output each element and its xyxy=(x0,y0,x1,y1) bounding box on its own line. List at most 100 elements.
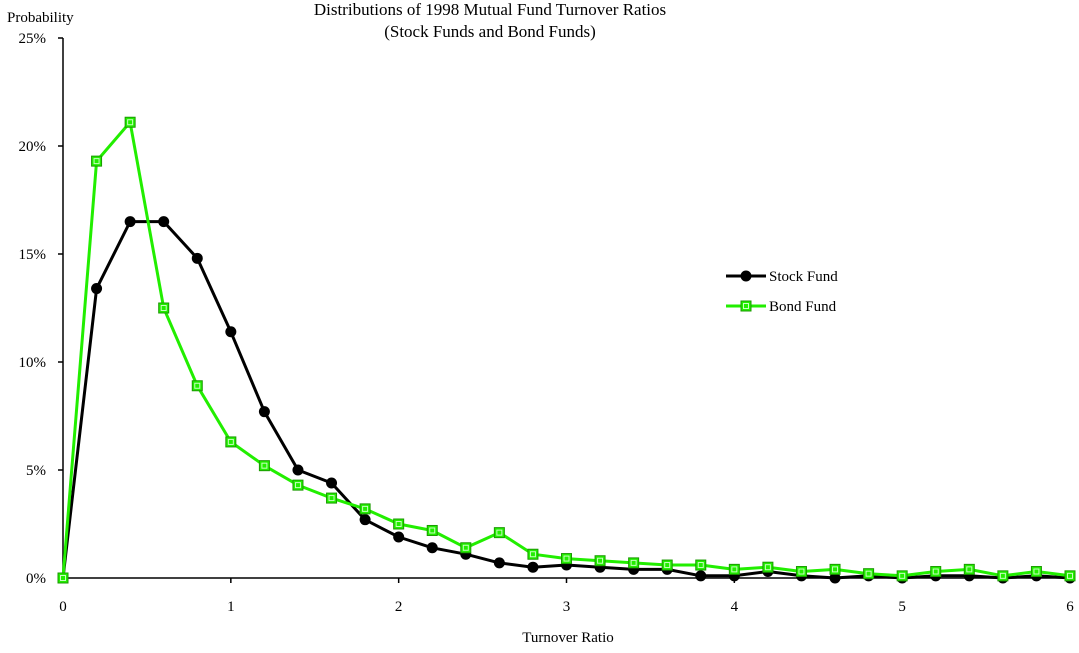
data-point-inner-bond-fund xyxy=(194,382,201,389)
legend: Stock Fund Bond Fund xyxy=(726,269,838,315)
data-point-inner-bond-fund xyxy=(529,551,536,558)
data-point-bond-fund xyxy=(728,563,740,575)
legend-item-bond-fund: Bond Fund xyxy=(726,299,837,315)
series-line-stock-fund xyxy=(61,220,1071,580)
data-point-bond-fund xyxy=(91,155,103,167)
data-point-inner-bond-fund xyxy=(764,564,771,571)
data-point-inner-bond-fund xyxy=(697,562,704,569)
data-point-bond-fund xyxy=(426,524,438,536)
data-point-inner-bond-fund xyxy=(395,521,402,527)
data-point-bond-fund xyxy=(493,527,505,539)
data-point-inner-bond-fund xyxy=(932,568,939,575)
data-point-inner-bond-fund xyxy=(462,544,469,551)
data-point-bond-fund xyxy=(1030,566,1042,578)
data-point-bond-fund xyxy=(158,302,170,314)
legend-label-bond-fund: Bond Fund xyxy=(769,299,837,315)
data-point-stock-fund xyxy=(829,572,841,584)
data-point-bond-fund xyxy=(124,116,136,128)
data-point-inner-bond-fund xyxy=(798,568,805,575)
x-tick-label: 1 xyxy=(227,599,235,615)
data-point-inner-bond-fund xyxy=(261,462,268,469)
data-point-bond-fund xyxy=(527,548,539,560)
data-point-bond-fund xyxy=(997,570,1009,582)
data-point-bond-fund xyxy=(594,555,606,567)
data-point-inner-bond-fund xyxy=(328,495,335,502)
data-point-inner-bond-fund xyxy=(597,557,604,564)
data-point-bond-fund xyxy=(963,563,975,575)
x-tick-label: 5 xyxy=(898,599,906,615)
data-point-stock-fund xyxy=(393,531,405,543)
data-point-stock-fund xyxy=(493,557,505,569)
y-tick-label: 10% xyxy=(19,355,47,371)
data-point-bond-fund xyxy=(628,557,640,569)
data-point-bond-fund xyxy=(795,566,807,578)
data-point-stock-fund xyxy=(527,561,539,573)
data-point-bond-fund xyxy=(896,570,908,582)
data-point-inner-bond-fund xyxy=(93,158,100,165)
x-tick-label: 4 xyxy=(731,599,739,615)
y-tick-label: 15% xyxy=(19,247,47,263)
y-tick-label: 20% xyxy=(19,139,47,155)
data-point-bond-fund xyxy=(191,380,203,392)
data-point-inner-bond-fund xyxy=(664,562,671,569)
data-point-bond-fund xyxy=(460,542,472,554)
data-point-inner-bond-fund xyxy=(832,566,839,573)
x-tick-label: 6 xyxy=(1066,599,1074,615)
data-point-bond-fund xyxy=(930,566,942,578)
legend-label-stock-fund: Stock Fund xyxy=(769,269,838,285)
data-point-bond-fund xyxy=(258,460,270,472)
chart-title: Distributions of 1998 Mutual Fund Turnov… xyxy=(314,0,666,19)
data-point-bond-fund xyxy=(1064,570,1076,582)
y-tick-label: 25% xyxy=(19,31,47,47)
data-point-inner-bond-fund xyxy=(160,305,167,311)
x-ticks: 0 1 2 3 4 5 6 xyxy=(59,578,1074,615)
series-layer xyxy=(57,116,1076,584)
data-point-stock-fund xyxy=(158,216,170,228)
data-point-bond-fund xyxy=(695,559,707,571)
data-point-bond-fund xyxy=(57,572,69,584)
data-point-stock-fund xyxy=(225,326,237,338)
data-point-bond-fund xyxy=(661,559,673,571)
data-point-inner-bond-fund xyxy=(731,566,738,573)
data-point-inner-bond-fund xyxy=(127,119,134,126)
data-point-bond-fund xyxy=(863,568,875,580)
data-point-bond-fund xyxy=(326,492,338,504)
y-ticks: 0% 5% 10% 15% 20% 25% xyxy=(19,31,63,587)
y-tick-label: 0% xyxy=(26,571,46,587)
y-tick-label: 5% xyxy=(26,463,46,479)
data-point-stock-fund xyxy=(258,406,270,418)
data-point-inner-bond-fund xyxy=(966,566,973,573)
data-point-inner-bond-fund xyxy=(294,482,301,489)
data-point-bond-fund xyxy=(359,503,371,515)
data-point-stock-fund xyxy=(426,542,438,554)
data-point-stock-fund xyxy=(695,570,707,582)
series-bond-fund xyxy=(57,116,1076,584)
data-point-inner-bond-fund xyxy=(362,505,369,512)
data-point-stock-fund xyxy=(292,464,304,476)
y-axis-label: Probability xyxy=(7,10,74,26)
data-point-bond-fund xyxy=(829,563,841,575)
data-point-stock-fund xyxy=(326,477,338,489)
x-tick-label: 2 xyxy=(395,599,403,615)
data-point-inner-bond-fund xyxy=(1067,572,1073,579)
data-point-stock-fund xyxy=(191,252,203,264)
chart-subtitle: (Stock Funds and Bond Funds) xyxy=(384,22,596,41)
data-point-bond-fund xyxy=(225,436,237,448)
data-point-inner-bond-fund xyxy=(899,572,906,579)
data-point-stock-fund xyxy=(91,283,103,295)
series-line-bond-fund xyxy=(61,120,1071,579)
data-point-bond-fund xyxy=(561,553,572,565)
data-point-bond-fund xyxy=(393,518,405,530)
data-point-inner-bond-fund xyxy=(630,559,637,566)
data-point-inner-bond-fund xyxy=(999,572,1006,579)
data-point-stock-fund xyxy=(359,514,371,526)
data-point-inner-bond-fund xyxy=(496,529,503,536)
x-axis-label: Turnover Ratio xyxy=(522,630,614,646)
data-point-inner-bond-fund xyxy=(563,555,570,562)
series-stock-fund xyxy=(57,216,1076,584)
data-point-inner-bond-fund xyxy=(60,575,66,581)
x-tick-label: 3 xyxy=(563,599,571,615)
data-point-bond-fund xyxy=(762,561,774,573)
data-point-inner-bond-fund xyxy=(227,438,234,445)
